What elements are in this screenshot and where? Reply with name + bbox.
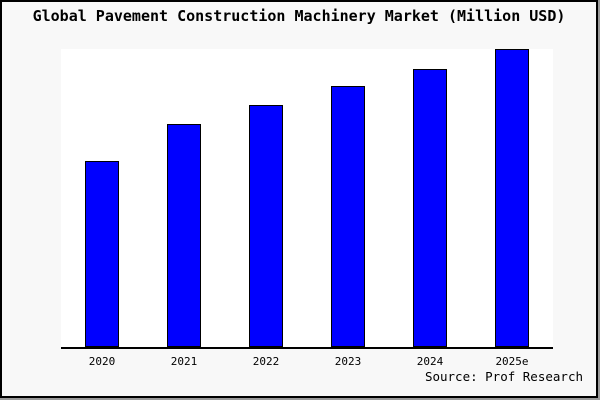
bar-2020 (85, 161, 119, 347)
bar-slot (471, 49, 553, 347)
plot-area (61, 49, 553, 349)
x-tick-label-2021: 2021 (170, 355, 198, 368)
x-tick-label-2024: 2024 (416, 355, 444, 368)
bar-2021 (167, 123, 201, 347)
bars-container (61, 49, 553, 347)
bar-2024 (413, 68, 447, 347)
bar-slot (143, 49, 225, 347)
x-axis-labels: 2020 2021 2022 2023 2024 2025e (61, 355, 553, 369)
bar-2023 (331, 86, 365, 347)
source-note: Source: Prof Research (424, 369, 583, 384)
x-tick-label-2023: 2023 (334, 355, 362, 368)
chart-title: Global Pavement Construction Machinery M… (32, 7, 566, 25)
bar-slot (389, 49, 471, 347)
bar-2022 (249, 105, 283, 347)
bar-slot (225, 49, 307, 347)
x-tick-label-2025e: 2025e (495, 355, 529, 368)
bar-2025e (495, 49, 529, 347)
x-tick-label-2022: 2022 (252, 355, 280, 368)
bar-slot (307, 49, 389, 347)
x-tick-label-2020: 2020 (88, 355, 116, 368)
x-axis-line (61, 347, 553, 349)
bar-slot (61, 49, 143, 347)
